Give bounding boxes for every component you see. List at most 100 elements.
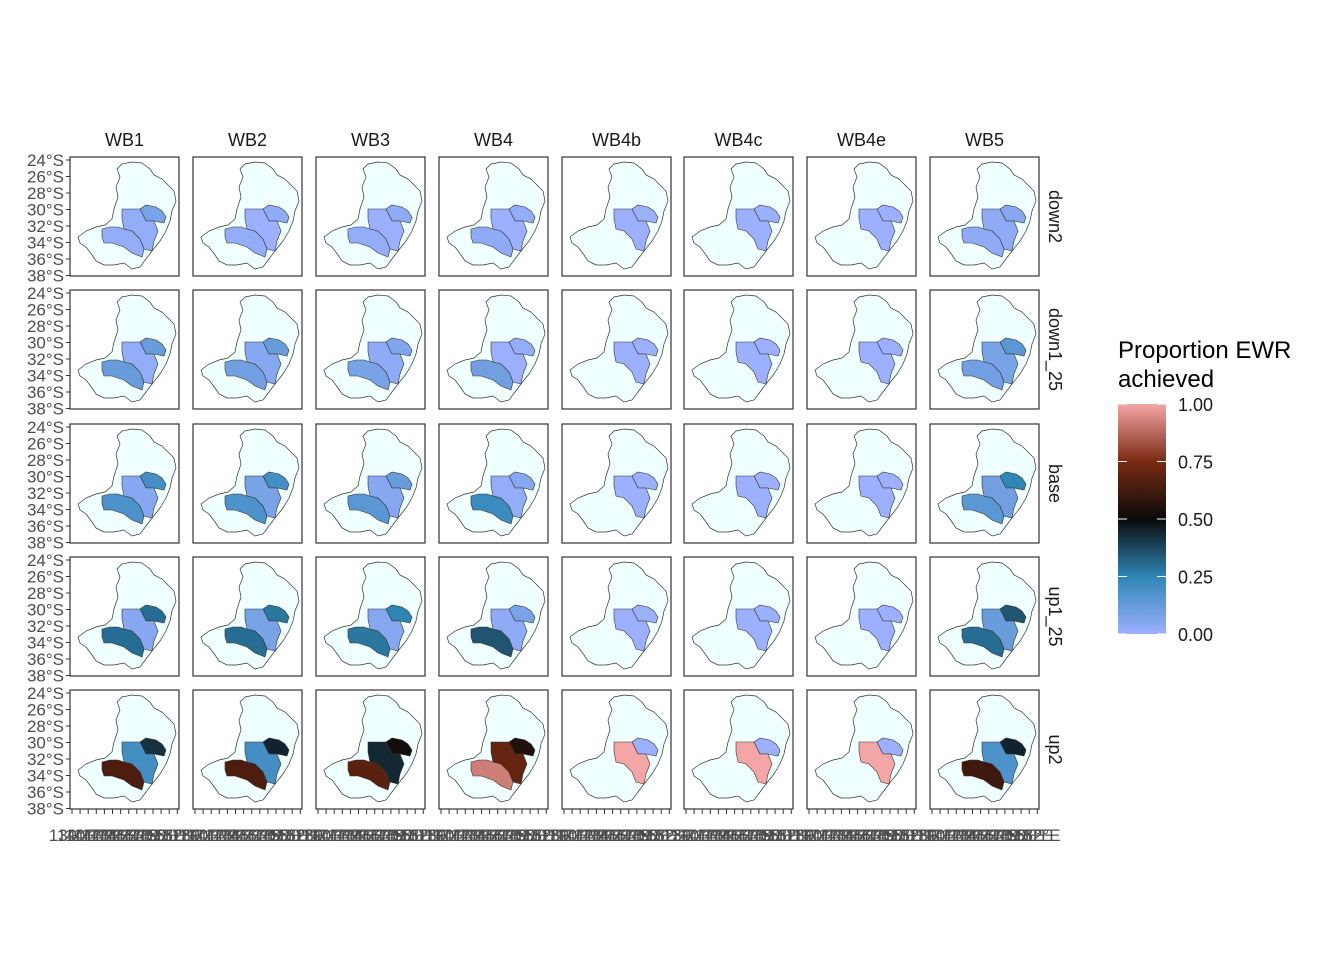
map-panel-up1-25-wb4c [683,556,794,677]
longitude-tick-label: 146°E [228,826,275,845]
longitude-tick-label: 140°E [794,826,841,845]
catchment-region-middle [858,741,896,785]
longitude-tick-label: 143°E [941,826,988,845]
legend-ticks: 1.00 0.75 0.50 0.25 0.00 [1118,395,1213,645]
map-panel-base-wb4 [438,423,549,544]
latitude-tick-label: 34°S [27,234,64,253]
catchment-region-south-west [101,359,145,391]
longitude-tick-label: 139°E [418,826,465,845]
map-panel-base-wb5 [929,423,1040,544]
latitude-axis-row-2: 24°S26°S28°S30°S32°S34°S36°S38°S [27,284,70,419]
column-label-wb4c: WB4c [714,130,762,150]
longitude-tick-label: 144°E [335,826,382,845]
map-panel-up1-25-wb4b [561,556,672,677]
longitude-axis-col-5: 139°E140°E141°E142°E143°E144°E145°E146°E… [541,809,693,845]
colorbar-legend: Proportion EWR achieved 1.00 0.75 0.50 0.25… [1118,337,1291,645]
map-panel-down2-wb3 [315,156,426,277]
column-label-wb2: WB2 [228,130,267,150]
longitude-tick-label: 150°E [875,826,922,845]
longitude-tick-label: 147°E [606,826,653,845]
longitude-tick-label: 141°E [65,826,112,845]
longitude-tick-label: 151°E [515,826,562,845]
map-panel-down2-wb5 [929,156,1040,277]
legend-title-line2: achieved [1118,366,1214,393]
longitude-tick-label: 148°E [368,826,415,845]
longitude-axis-col-7: 139°E140°E141°E142°E143°E144°E145°E146°E… [786,809,938,845]
longitude-tick-label: 152°E [400,826,447,845]
longitude-tick-label: 141°E [311,826,358,845]
longitude-tick-label: 152°E [768,826,815,845]
longitude-tick-label: 142°E [687,826,734,845]
longitude-tick-label: 149°E [990,826,1037,845]
latitude-tick-label: 34°S [27,367,64,386]
longitude-tick-label: 148°E [122,826,169,845]
latitude-tick-label: 28°S [27,184,64,203]
longitude-tick-label: 151°E [760,826,807,845]
row-label-base: base [1045,464,1065,503]
longitude-axis-col-3: 139°E140°E141°E142°E143°E144°E145°E146°E… [295,809,447,845]
catchment-region-south-west [101,493,145,525]
column-label-wb4: WB4 [474,130,513,150]
catchment-region-south-west [224,759,268,791]
longitude-tick-label: 147°E [360,826,407,845]
map-panel-up2-wb4e [806,689,917,810]
latitude-tick-label: 32°S [27,484,64,503]
latitude-tick-label: 36°S [27,650,64,669]
catchment-region-middle [735,208,773,252]
longitude-tick-label: 152°E [891,826,938,845]
catchment-region-south-west [101,759,145,791]
longitude-tick-label: 146°E [474,826,521,845]
legend-tick-label: 1.00 [1178,395,1213,415]
longitude-tick-label: 146°E [351,826,398,845]
longitude-tick-label: 139°E [541,826,588,845]
map-panel-up1-25-wb4e [806,556,917,677]
longitude-tick-label: 146°E [719,826,766,845]
map-panel-down1-25-wb4e [806,289,917,410]
longitude-tick-label: 144°E [89,826,136,845]
longitude-tick-label: 141°E [679,826,726,845]
latitude-tick-label: 32°S [27,217,64,236]
latitude-tick-label: 28°S [27,317,64,336]
longitude-tick-label: 150°E [138,826,185,845]
catchment-region-south-west [347,493,391,525]
latitude-tick-label: 38°S [27,534,64,553]
longitude-tick-label: 152°E [646,826,693,845]
map-panel-up1-25-wb4 [438,556,549,677]
longitude-tick-label: 142°E [196,826,243,845]
catchment-region-south-west [101,226,145,258]
map-panel-base-wb2 [192,423,303,544]
longitude-tick-label: 140°E [917,826,964,845]
column-strip-labels: WB1 WB2 WB3 WB4 WB4b WB4c WB4e WB5 [105,130,1004,150]
catchment-region-south-west [470,359,514,391]
column-label-wb4e: WB4e [837,130,886,150]
catchment-region-middle [613,341,651,385]
latitude-tick-label: 38°S [27,267,64,286]
map-panel-base-wb4e [806,423,917,544]
catchment-region-middle [858,475,896,519]
longitude-tick-label: 143°E [81,826,128,845]
latitude-axis-row-5: 24°S26°S28°S30°S32°S34°S36°S38°S [27,684,70,819]
latitude-tick-label: 32°S [27,617,64,636]
longitude-axis-col-4: 139°E140°E141°E142°E143°E144°E145°E146°E… [418,809,570,845]
longitude-tick-label: 139°E [49,826,96,845]
longitude-tick-label: 139°E [786,826,833,845]
column-label-wb1: WB1 [105,130,144,150]
longitude-tick-label: 143°E [573,826,620,845]
latitude-tick-label: 36°S [27,250,64,269]
map-panel-up1-25-wb3 [315,556,426,677]
longitude-tick-label: 151°E [1006,826,1053,845]
catchment-region-middle [735,341,773,385]
longitude-tick-label: 144°E [212,826,259,845]
legend-tick-label: 0.75 [1178,453,1213,473]
longitude-tick-label: 151°E [883,826,930,845]
latitude-tick-label: 24°S [27,684,64,703]
longitude-tick-label: 140°E [671,826,718,845]
map-panel-down1-25-wb5 [929,289,1040,410]
longitude-tick-label: 145°E [220,826,267,845]
catchment-region-south-west [347,226,391,258]
catchment-region-middle [735,475,773,519]
longitude-tick-label: 142°E [810,826,857,845]
latitude-axis-row-1: 24°S26°S28°S30°S32°S34°S36°S38°S [27,151,70,286]
longitude-axis-col-2: 139°E140°E141°E142°E143°E144°E145°E146°E… [172,809,324,845]
